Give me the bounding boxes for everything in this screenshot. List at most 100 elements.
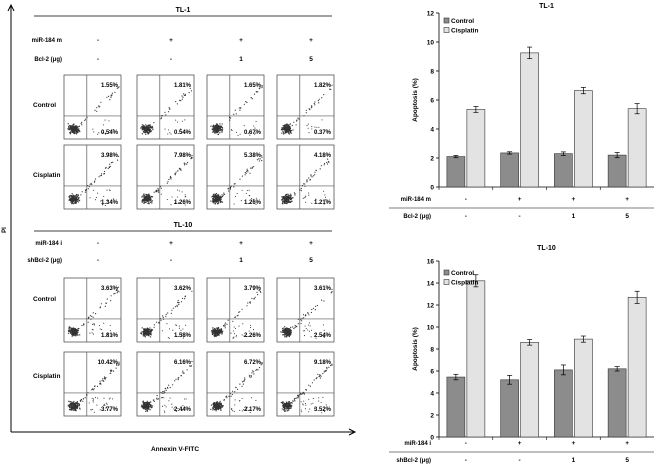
- cell-dot: [288, 331, 291, 333]
- cell-dot: [91, 397, 93, 399]
- cell-dot: [176, 196, 178, 198]
- cell-dot: [211, 330, 213, 333]
- upper-right-percent: 6.72%: [244, 360, 262, 366]
- cell-dot: [171, 196, 173, 198]
- annexin-axis-arrow: [348, 428, 357, 436]
- cell-dot: [90, 182, 92, 184]
- cell-dot: [183, 162, 185, 164]
- condition-value: -: [465, 213, 467, 220]
- cell-dot: [306, 125, 308, 127]
- cell-dot: [285, 193, 288, 196]
- cell-dot: [150, 197, 152, 199]
- upper-right-percent: 3.98%: [101, 153, 119, 159]
- cell-dot: [182, 370, 184, 372]
- cell-dot: [330, 364, 332, 367]
- cell-dot: [175, 324, 177, 326]
- cell-dot: [87, 188, 89, 190]
- cell-dot: [215, 200, 217, 202]
- cell-dot: [283, 128, 286, 131]
- cell-dot: [142, 125, 145, 128]
- cell-dot: [71, 334, 74, 336]
- cell-dot: [216, 331, 218, 333]
- cell-dot: [215, 132, 217, 134]
- lower-right-percent: 2.26%: [244, 333, 262, 339]
- condition-value: -: [97, 240, 99, 247]
- cell-dot: [103, 376, 106, 378]
- cell-dot: [282, 130, 284, 133]
- cell-dot: [107, 167, 109, 169]
- cell-dot: [284, 197, 286, 200]
- cell-dot: [188, 92, 190, 94]
- cell-dot: [302, 403, 304, 405]
- cell-dot: [227, 188, 229, 190]
- lower-right-percent: 2.17%: [244, 407, 262, 413]
- cell-dot: [181, 409, 183, 411]
- cell-dot: [74, 404, 77, 406]
- condition-row-label: Bcl-2 (μg): [34, 57, 62, 63]
- cell-dot: [293, 192, 295, 194]
- y-tick-label: 14: [427, 280, 435, 287]
- bar-control: [446, 156, 466, 188]
- cell-dot: [180, 301, 183, 303]
- cell-dot: [158, 190, 160, 192]
- lower-right-percent: 1.21%: [314, 200, 332, 206]
- cell-dot: [283, 404, 285, 406]
- cell-dot: [220, 201, 223, 203]
- cell-dot: [216, 405, 218, 408]
- cell-dot: [303, 393, 305, 395]
- cell-dot: [216, 124, 218, 126]
- cell-dot: [243, 125, 245, 127]
- cell-dot: [143, 405, 145, 407]
- cell-dot: [67, 330, 70, 332]
- dot-cloud: [211, 289, 262, 339]
- cell-dot: [316, 126, 318, 129]
- cell-dot: [217, 327, 220, 329]
- cell-dot: [244, 174, 246, 176]
- cell-dot: [67, 123, 69, 125]
- bar-control: [446, 376, 466, 438]
- cell-dot: [169, 132, 171, 134]
- cell-dot: [215, 125, 218, 127]
- cell-dot: [68, 326, 71, 328]
- cell-dot: [220, 330, 222, 332]
- cell-dot: [286, 335, 289, 337]
- cell-dot: [212, 405, 215, 407]
- cell-dot: [284, 332, 287, 335]
- cell-dot: [242, 323, 244, 325]
- cell-dot: [221, 196, 223, 198]
- cell-dot: [144, 336, 146, 338]
- cell-dot: [75, 193, 78, 196]
- cell-dot: [216, 203, 219, 205]
- cell-dot: [161, 392, 163, 394]
- cell-dot: [213, 125, 215, 127]
- cell-dot: [89, 315, 91, 317]
- cell-dot: [91, 323, 94, 326]
- cell-dot: [246, 305, 248, 307]
- cell-dot: [289, 130, 292, 133]
- cell-dot: [210, 404, 213, 406]
- cell-dot: [168, 337, 170, 339]
- cell-dot: [73, 129, 75, 131]
- cell-dot: [285, 198, 288, 200]
- cell-dot: [85, 189, 87, 191]
- cell-dot: [153, 191, 155, 193]
- cell-dot: [283, 405, 286, 407]
- legend-swatch: [443, 269, 450, 276]
- cell-dot: [75, 195, 77, 197]
- cell-dot: [304, 185, 306, 187]
- cell-dot: [288, 334, 290, 336]
- cell-dot: [258, 160, 260, 162]
- cell-dot: [68, 329, 70, 331]
- condition-row-label: miR-184 i: [35, 241, 62, 247]
- cell-dot: [71, 328, 73, 330]
- cell-dot: [317, 373, 319, 375]
- cell-dot: [219, 196, 222, 198]
- cell-dot: [177, 408, 179, 410]
- cell-dot: [143, 127, 146, 130]
- cell-dot: [251, 297, 253, 300]
- cell-dot: [76, 131, 78, 133]
- cell-dot: [216, 195, 218, 197]
- cell-dot: [219, 200, 222, 203]
- cell-dot: [146, 405, 148, 407]
